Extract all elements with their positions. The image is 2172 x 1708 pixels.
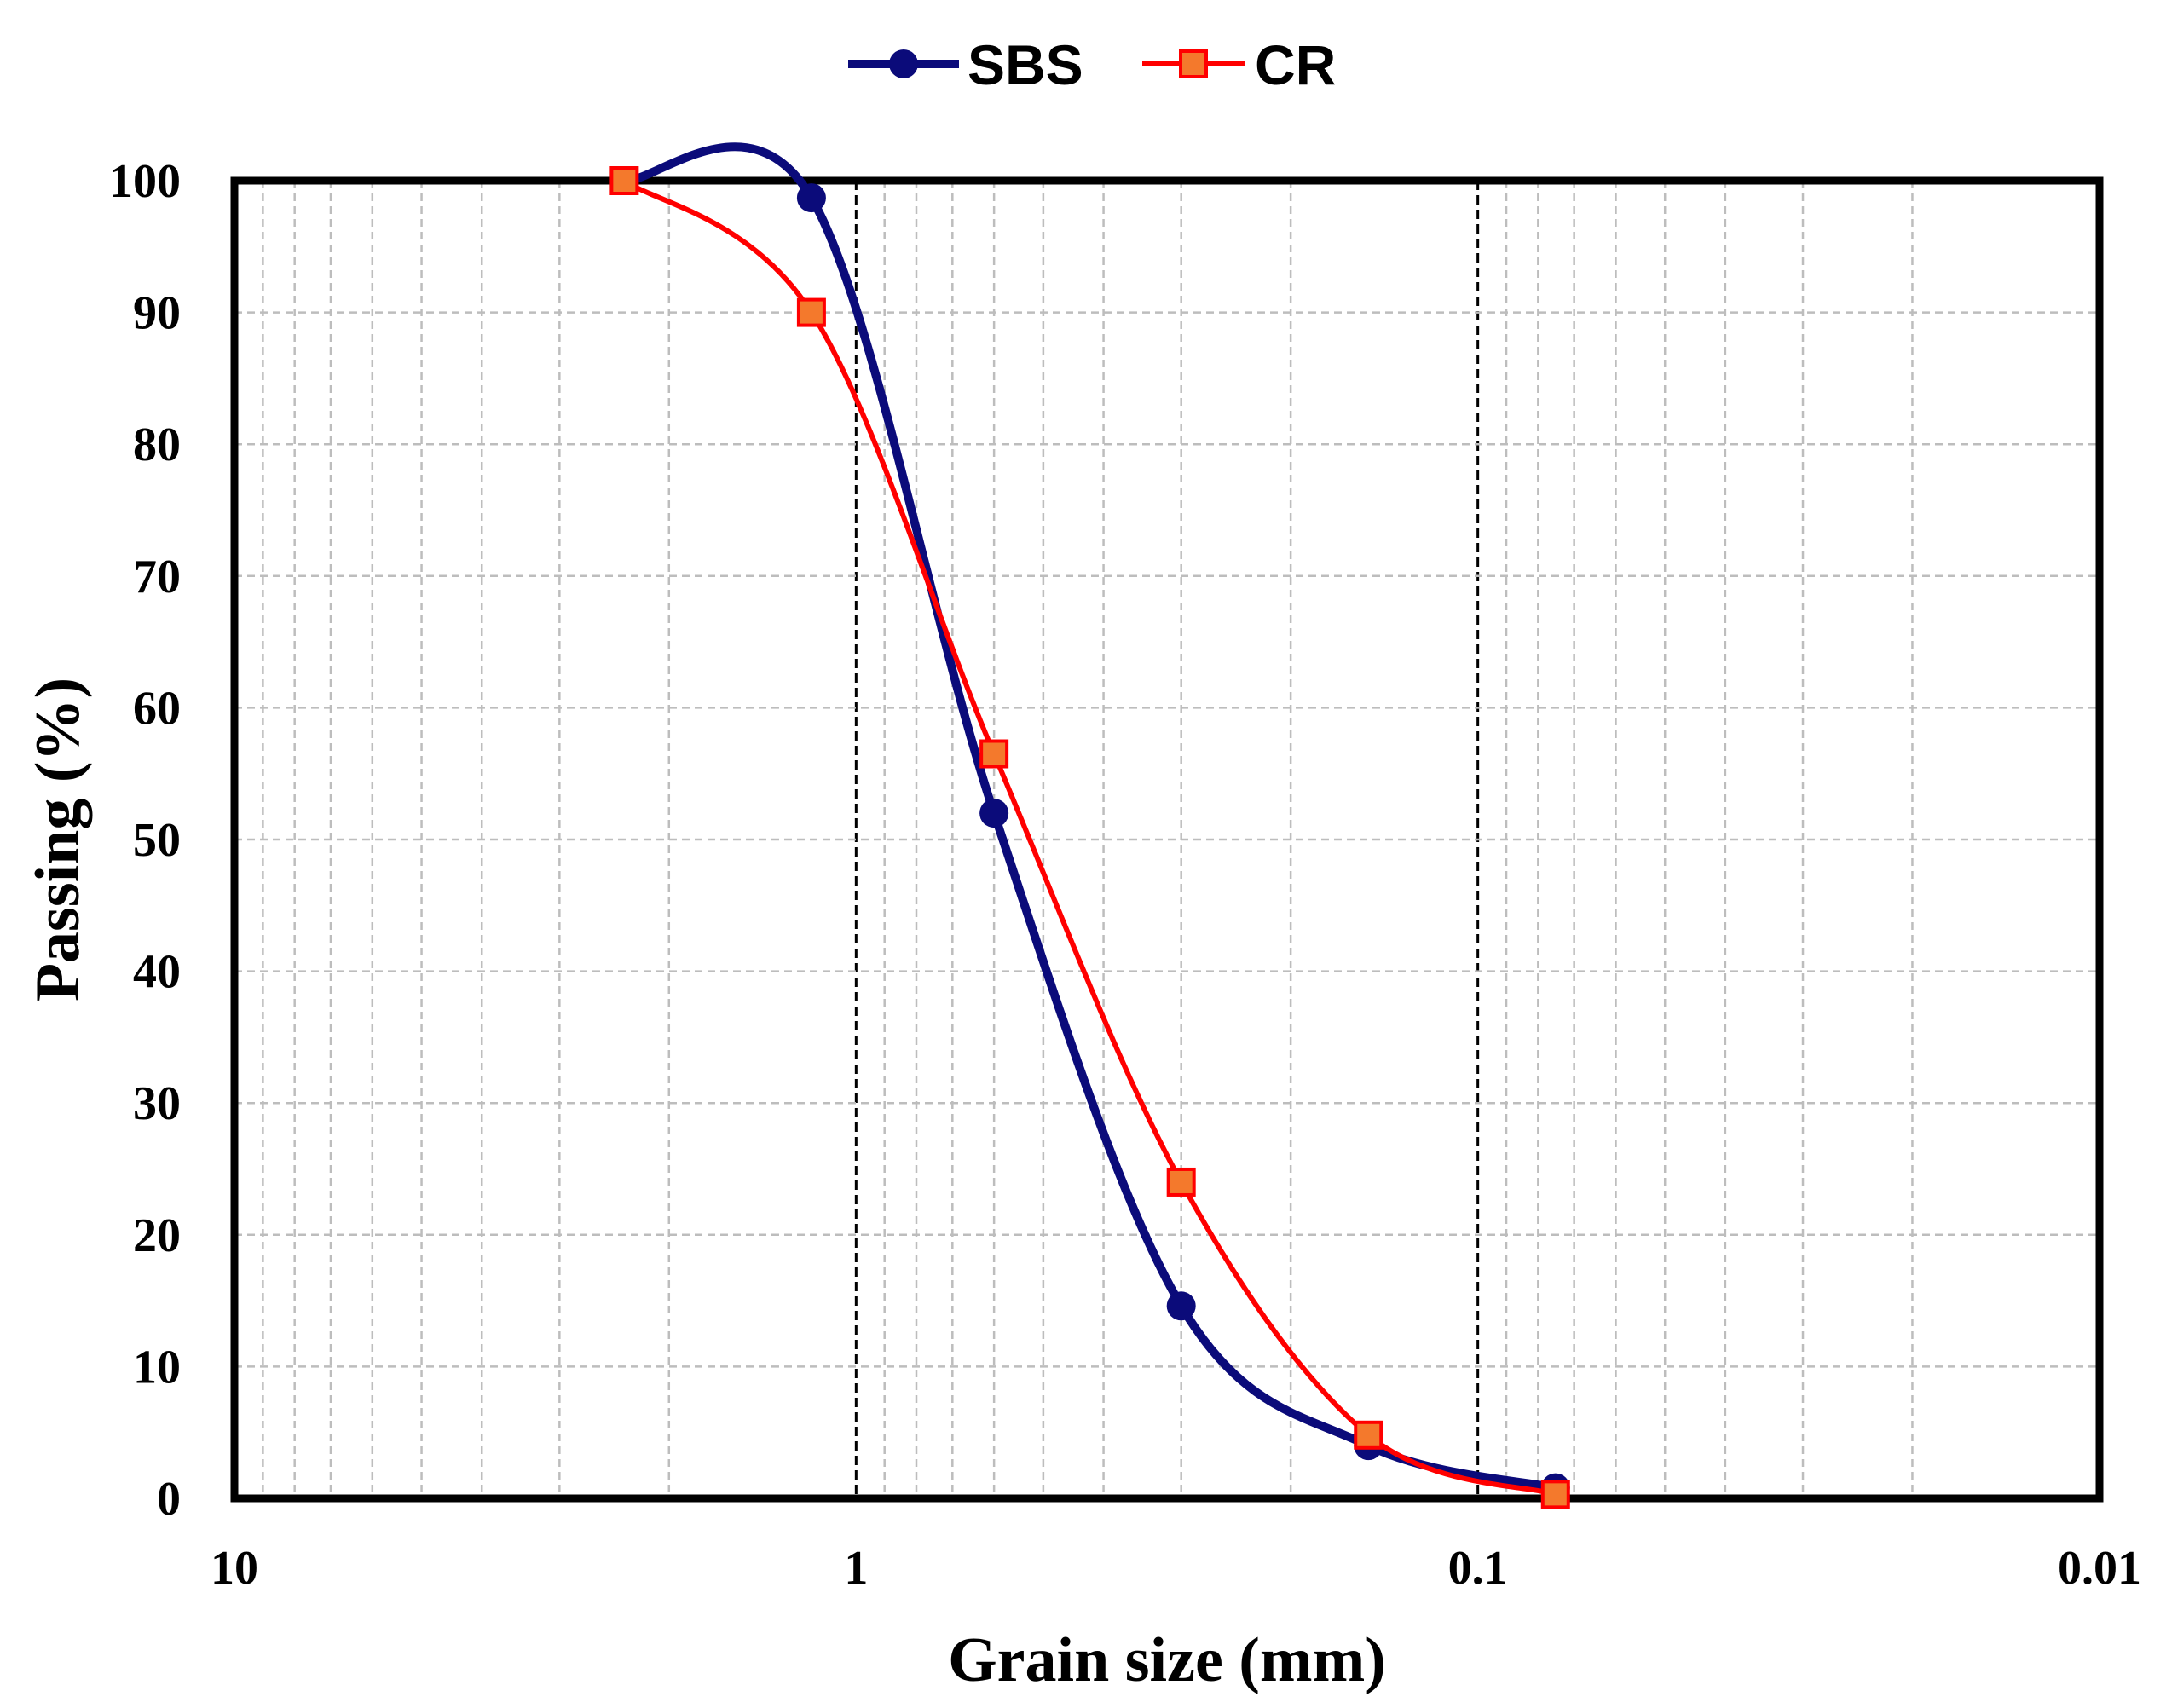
- series-sbs-point: [979, 799, 1009, 828]
- series-cr-line: [622, 178, 1557, 1497]
- legend-sbs-label: SBS: [968, 33, 1083, 96]
- y-tick-label: 100: [109, 155, 181, 208]
- series-cr-point: [796, 297, 826, 327]
- y-tick-label: 20: [133, 1209, 181, 1262]
- y-tick-label: 60: [133, 682, 181, 735]
- y-tick-label: 40: [133, 946, 181, 999]
- y-tick-label: 70: [133, 551, 181, 603]
- series-sbs-line: [623, 142, 1557, 1492]
- plot-frame: [230, 176, 2104, 1503]
- x-axis-title: Grain size (mm): [948, 1625, 1386, 1695]
- x-tick-label: 1: [844, 1542, 868, 1595]
- series-sbs-point: [796, 183, 826, 213]
- y-tick-label: 10: [133, 1341, 181, 1394]
- legend: SBS CR: [848, 33, 1336, 96]
- series-layer: [609, 142, 1570, 1509]
- y-axis-title: Passing (%): [23, 678, 93, 1001]
- y-tick-label: 0: [157, 1473, 181, 1526]
- x-tick-labels: 10 1 0.1 0.01: [211, 1542, 2141, 1595]
- series-cr-point: [609, 166, 639, 195]
- series-cr-point: [979, 739, 1009, 769]
- series-sbs-point: [1166, 1291, 1196, 1321]
- legend-sbs-marker: [889, 49, 918, 78]
- y-tick-label: 50: [133, 814, 181, 867]
- x-tick-label: 0.01: [2058, 1542, 2141, 1595]
- y-tick-label: 80: [133, 418, 181, 471]
- x-tick-label: 0.1: [1448, 1542, 1508, 1595]
- grid: [234, 181, 2100, 1498]
- series-cr-point: [1540, 1480, 1570, 1509]
- legend-cr-marker: [1179, 49, 1208, 78]
- legend-cr-label: CR: [1255, 33, 1336, 96]
- series-cr-point: [1354, 1420, 1383, 1450]
- y-tick-label: 30: [133, 1077, 181, 1130]
- series-cr-point: [1166, 1167, 1196, 1197]
- y-tick-label: 90: [133, 287, 181, 340]
- y-tick-labels: 0 10 20 30 40 50 60 70 80 90 100: [109, 155, 181, 1526]
- x-tick-label: 10: [211, 1542, 258, 1595]
